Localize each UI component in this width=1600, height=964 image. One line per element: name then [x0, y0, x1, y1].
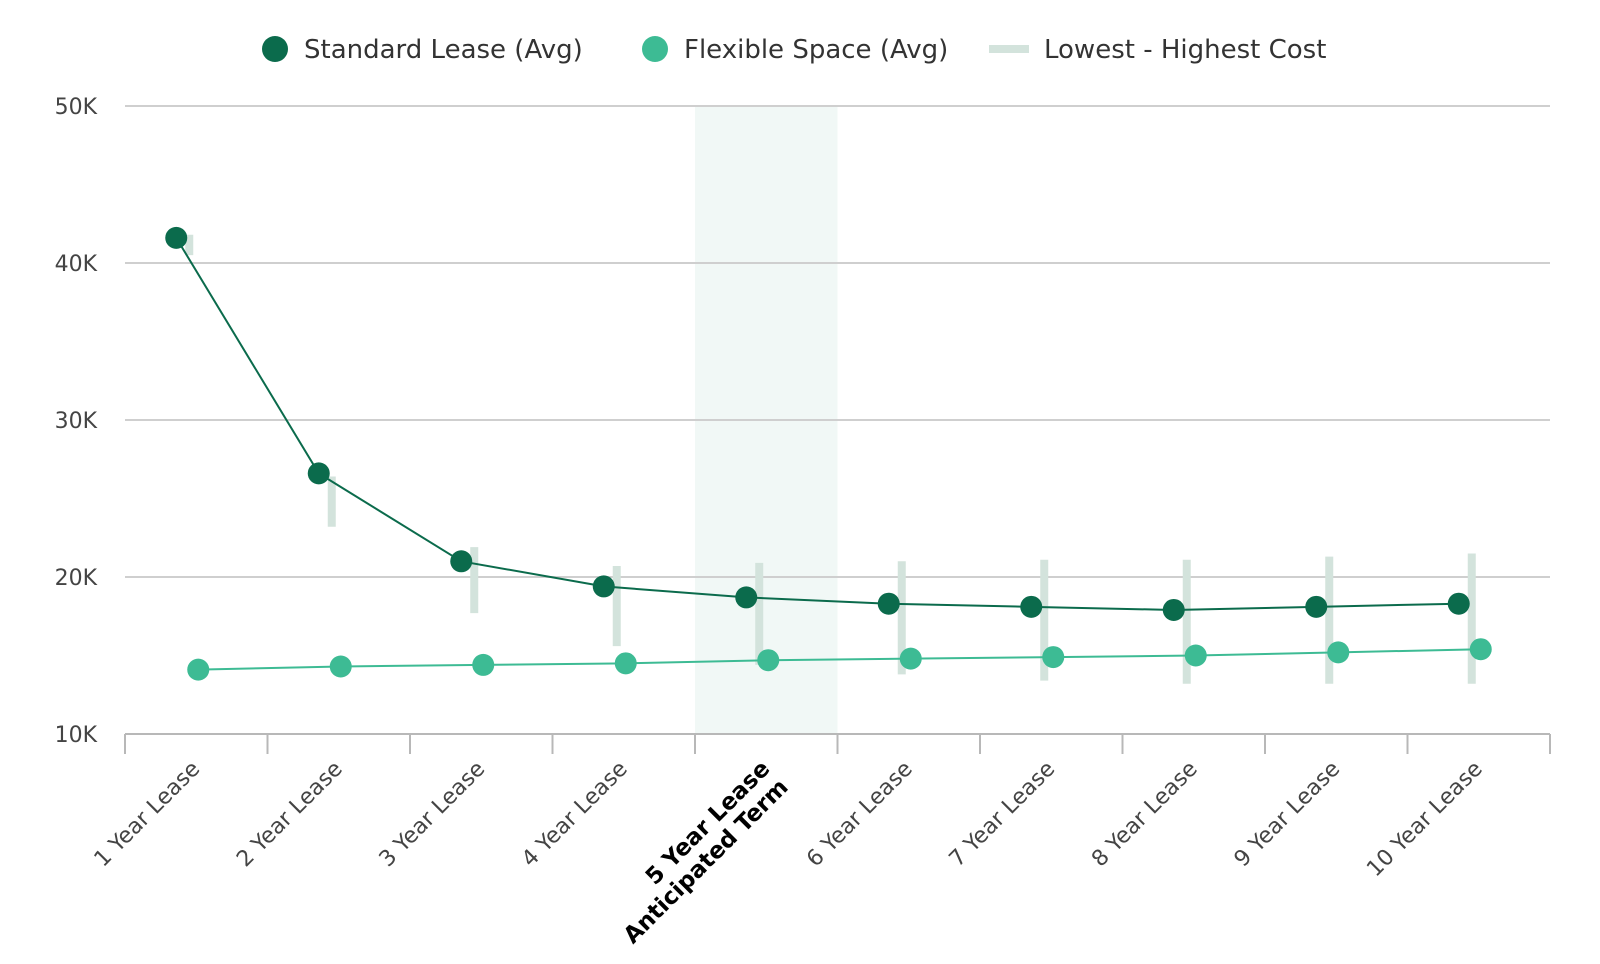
x-tick-label-highlighted: 5 Year LeaseAnticipated Term: [600, 756, 793, 949]
x-tick-label: 2 Year Lease: [232, 757, 348, 873]
data-point-flexible[interactable]: [1042, 646, 1065, 669]
y-tick-label: 40K: [55, 252, 98, 277]
data-point-flexible[interactable]: [614, 652, 637, 675]
x-tick-label: 9 Year Lease: [1230, 757, 1346, 873]
x-tick-label: 8 Year Lease: [1087, 757, 1203, 873]
data-point-flexible[interactable]: [329, 655, 352, 678]
data-point-flexible[interactable]: [472, 653, 495, 676]
legend-standard-label: Standard Lease (Avg): [304, 35, 583, 65]
data-point-standard[interactable]: [1020, 595, 1043, 618]
y-tick-label: 50K: [55, 95, 98, 120]
data-point-flexible[interactable]: [1327, 641, 1350, 664]
x-tick-label: 4 Year Lease: [517, 757, 633, 873]
data-point-standard[interactable]: [1162, 598, 1185, 621]
data-point-flexible[interactable]: [757, 649, 780, 672]
legend-flexible-label: Flexible Space (Avg): [684, 35, 948, 65]
series-line-standard: [175, 237, 1459, 611]
x-tick-label: 10 Year Lease: [1362, 757, 1487, 882]
x-tick-label: 7 Year Lease: [945, 757, 1061, 873]
legend-standard-marker: [262, 36, 288, 62]
data-point-standard[interactable]: [877, 592, 900, 615]
y-tick-label: 20K: [55, 566, 98, 591]
data-point-standard[interactable]: [165, 226, 188, 249]
data-point-standard[interactable]: [592, 575, 615, 598]
data-point-flexible[interactable]: [1184, 644, 1207, 667]
x-tick-label: 3 Year Lease: [375, 757, 491, 873]
x-tick-label: 6 Year Lease: [802, 757, 918, 873]
x-tick-label: 1 Year Lease: [90, 757, 206, 873]
data-point-flexible[interactable]: [899, 647, 922, 670]
data-point-standard[interactable]: [735, 586, 758, 609]
data-point-standard[interactable]: [1447, 592, 1470, 615]
data-point-flexible[interactable]: [187, 658, 210, 681]
data-point-standard[interactable]: [307, 462, 330, 485]
series-line-flexible: [198, 648, 1481, 671]
y-tick-label: 30K: [55, 409, 98, 434]
legend-flexible-marker: [642, 36, 668, 62]
data-point-standard[interactable]: [450, 550, 473, 573]
y-tick-label: 10K: [55, 723, 98, 748]
data-point-flexible[interactable]: [1469, 638, 1492, 661]
data-point-standard[interactable]: [1305, 595, 1328, 618]
legend-range-label: Lowest - Highest Cost: [1044, 35, 1326, 65]
